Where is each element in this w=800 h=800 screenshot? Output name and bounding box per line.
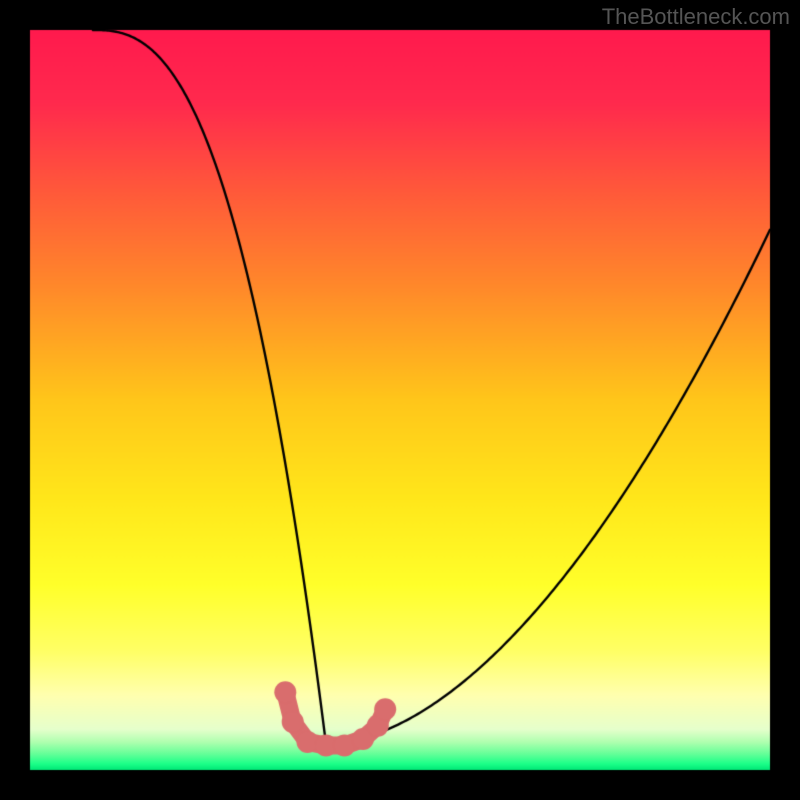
v-curve-layer [0, 0, 800, 800]
chart-root: TheBottleneck.com [0, 0, 800, 800]
